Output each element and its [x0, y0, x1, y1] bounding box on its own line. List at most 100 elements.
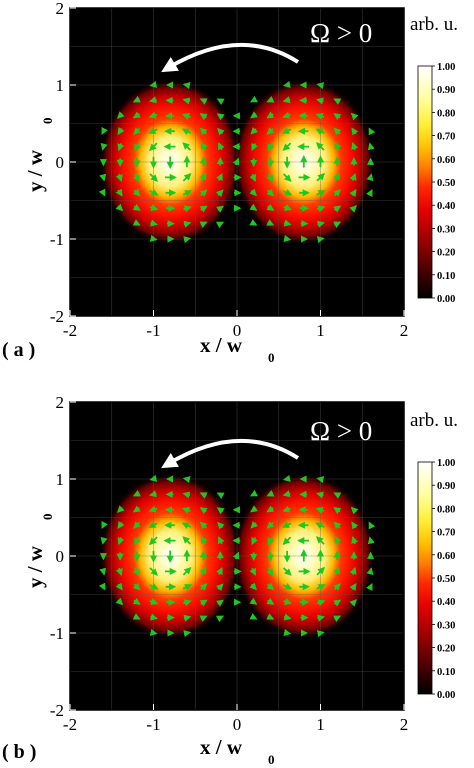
- field-arrow: [315, 113, 325, 120]
- field-arrow: [266, 111, 275, 119]
- field-arrow: [349, 582, 357, 591]
- field-arrow: [148, 127, 158, 134]
- field-arrow: [200, 141, 208, 151]
- omega-annotation: Ω > 0: [310, 416, 372, 446]
- field-arrow: [251, 142, 258, 152]
- field-arrow: [199, 98, 208, 105]
- field-arrow: [183, 205, 192, 213]
- field-arrow: [249, 567, 257, 576]
- field-arrow: [182, 476, 191, 484]
- field-arrow: [199, 113, 208, 121]
- field-arrow: [132, 219, 141, 226]
- colorbar-tick-label: 0.90: [437, 85, 455, 96]
- field-arrow: [282, 505, 291, 513]
- x-tick-label: -1: [146, 715, 160, 734]
- field-arrow: [316, 536, 325, 545]
- field-arrow: [117, 521, 125, 530]
- field-arrow: [316, 599, 326, 607]
- panel-a: 1.00 0.90 0.80 0.70 0.60 0.50 0.40 0.30 0.20 0.10…: [2, 0, 458, 365]
- field-arrow: [250, 126, 259, 135]
- field-arrow: [334, 535, 342, 545]
- field-arrow: [216, 172, 223, 182]
- plot-content: [69, 7, 405, 317]
- colorbar-tick-label: 0.80: [437, 108, 455, 119]
- field-arrow: [334, 141, 342, 151]
- y-tick-label: 0: [56, 547, 65, 566]
- colorbar-tick-label: 0.00: [437, 690, 455, 701]
- y-axis-label: y / w: [23, 545, 47, 588]
- field-arrow: [199, 127, 208, 136]
- colorbar-tick-label: 0.30: [437, 620, 455, 631]
- field-arrow: [316, 584, 326, 591]
- field-arrow: [149, 474, 158, 482]
- field-arrow: [333, 127, 342, 136]
- field-arrow: [117, 127, 125, 136]
- field-arrow: [366, 567, 374, 576]
- field-arrow: [249, 597, 258, 605]
- field-arrow: [181, 128, 192, 136]
- colorbar-tick-label: 0.70: [437, 132, 455, 143]
- field-arrow: [283, 234, 292, 242]
- x-tick-label: 2: [400, 715, 409, 734]
- field-arrow: [316, 566, 325, 576]
- tick-labels: -2 -1 0 1 2 2 1 0 -1 -2: [50, 0, 408, 340]
- field-arrow: [368, 127, 376, 136]
- field-arrow: [232, 157, 240, 166]
- field-arrow: [101, 520, 108, 529]
- field-arrow: [149, 490, 157, 498]
- y-axis-label: y / w: [23, 149, 47, 192]
- field-arrow: [117, 111, 125, 119]
- field-arrow: [266, 567, 274, 577]
- colorbar-tick-label: 0.00: [437, 294, 455, 305]
- colorbar-gradient: [417, 461, 433, 695]
- field-arrow: [267, 142, 275, 152]
- x-tick-label: 0: [233, 715, 242, 734]
- field-arrow: [149, 204, 159, 211]
- field-arrow: [266, 505, 275, 513]
- field-arrow: [317, 220, 325, 228]
- field-arrow: [333, 615, 342, 623]
- field-arrow: [149, 173, 158, 182]
- colorbar-tick-label: 0.60: [437, 551, 455, 562]
- colorbar-tick-label: 0.10: [437, 667, 455, 678]
- field-arrow: [215, 189, 224, 198]
- field-arrow: [150, 613, 158, 621]
- panel-label: ( a ): [2, 339, 35, 361]
- field-arrow: [216, 507, 225, 515]
- colorbar-tick-label: 0.40: [437, 597, 455, 608]
- field-arrow: [267, 536, 275, 546]
- colorbar-tick-label: 0.20: [437, 248, 455, 259]
- field-arrow: [115, 188, 123, 197]
- rotation-arrow: [161, 438, 300, 469]
- colorbar-tick-label: 0.60: [437, 155, 455, 166]
- field-arrow: [132, 203, 141, 211]
- field-arrow: [283, 219, 292, 227]
- field-arrow: [215, 599, 224, 607]
- colorbar-tick-label: 0.40: [437, 201, 455, 212]
- field-arrow: [199, 583, 208, 591]
- x-tick-label: -2: [63, 715, 77, 734]
- field-arrow: [317, 614, 325, 622]
- field-arrow: [199, 172, 207, 182]
- field-arrow: [333, 583, 341, 591]
- colorbar-tick-label: 0.90: [437, 481, 455, 492]
- field-arrow: [199, 615, 208, 623]
- field-arrow: [333, 189, 341, 197]
- x-tick-label: 1: [316, 715, 325, 734]
- field-arrow: [134, 536, 141, 546]
- field-arrow: [249, 489, 259, 497]
- field-arrow: [316, 491, 324, 499]
- x-axis-label: x / w: [200, 735, 243, 759]
- field-arrow: [315, 522, 325, 530]
- field-arrow: [148, 521, 158, 528]
- field-arrow: [333, 113, 342, 121]
- field-arrow: [282, 96, 291, 104]
- field-arrow: [200, 535, 208, 545]
- field-arrow: [134, 142, 141, 152]
- y-tick-label: -2: [50, 701, 64, 720]
- y-tick-label: -1: [50, 230, 64, 249]
- field-arrow: [149, 234, 158, 242]
- field-arrow: [316, 97, 324, 105]
- field-arrow: [132, 489, 141, 497]
- field-arrow: [333, 521, 342, 530]
